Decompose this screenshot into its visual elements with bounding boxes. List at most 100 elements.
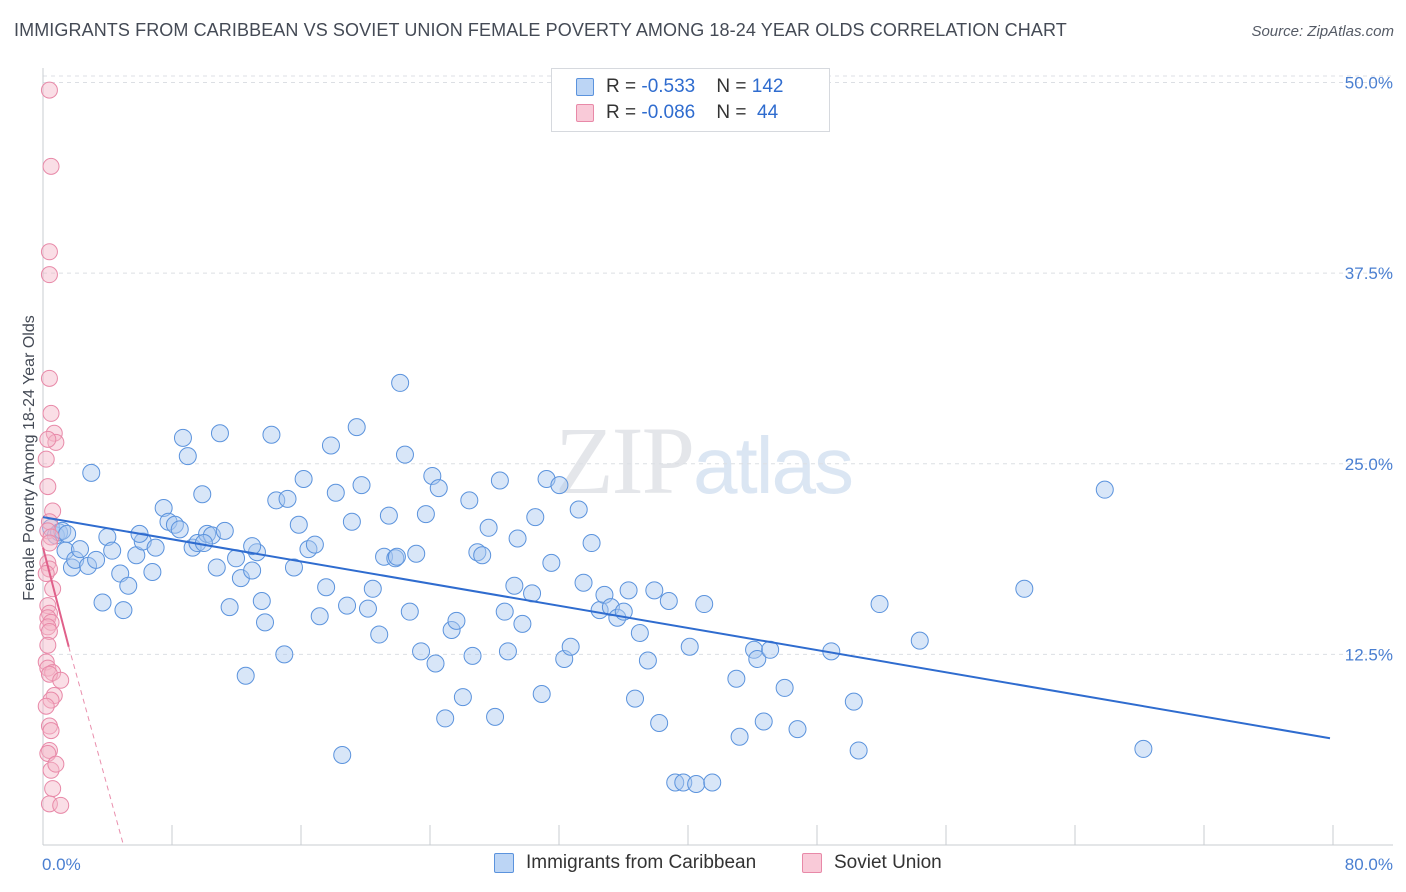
legend-gap bbox=[695, 76, 716, 98]
source-label: Source: ZipAtlas.com bbox=[1251, 23, 1394, 40]
caribbean-point bbox=[680, 637, 699, 656]
legend-r-label: R = bbox=[606, 76, 642, 97]
caribbean-point bbox=[154, 498, 173, 517]
caribbean-point bbox=[379, 506, 398, 525]
soviet-point bbox=[37, 450, 55, 468]
soviet-point bbox=[37, 697, 55, 715]
caribbean-point bbox=[207, 558, 226, 577]
caribbean-point bbox=[275, 645, 294, 664]
caribbean-point bbox=[407, 544, 426, 563]
caribbean-point bbox=[310, 607, 329, 626]
caribbean-point bbox=[498, 642, 517, 661]
caribbean-point bbox=[267, 491, 286, 510]
soviet-point bbox=[47, 755, 65, 773]
soviet-point bbox=[42, 404, 60, 422]
caribbean-point bbox=[479, 518, 498, 537]
caribbean-point bbox=[93, 593, 112, 612]
soviet-point bbox=[52, 796, 70, 814]
caribbean-point bbox=[262, 425, 281, 444]
caribbean-point bbox=[630, 624, 649, 643]
y-tick-label: 50.0% bbox=[1345, 74, 1393, 93]
caribbean-point bbox=[703, 773, 722, 792]
caribbean-point bbox=[426, 654, 445, 673]
legend-r-value: -0.533 bbox=[641, 76, 696, 97]
caribbean-point bbox=[395, 445, 414, 464]
caribbean-point bbox=[119, 576, 138, 595]
caribbean-point bbox=[333, 746, 352, 765]
caribbean-point bbox=[659, 592, 678, 610]
caribbean-point bbox=[363, 579, 382, 598]
caribbean-point bbox=[391, 373, 410, 392]
x-tick-label: 80.0% bbox=[1345, 855, 1393, 874]
caribbean-point bbox=[468, 543, 487, 562]
caribbean-point bbox=[447, 611, 466, 630]
legend-row-soviet: R = -0.086 N = 44 bbox=[576, 100, 778, 126]
y-tick-label: 12.5% bbox=[1345, 645, 1393, 664]
caribbean-point bbox=[1134, 739, 1153, 758]
caribbean-point bbox=[508, 529, 527, 548]
caribbean-point bbox=[730, 727, 749, 746]
caribbean-point bbox=[490, 471, 509, 490]
caribbean-point bbox=[695, 595, 714, 614]
caribbean-point bbox=[387, 547, 406, 566]
caribbean-point bbox=[305, 535, 324, 554]
x-tick-label: 0.0% bbox=[42, 855, 81, 874]
caribbean-point bbox=[338, 596, 357, 615]
legend-swatch-blue bbox=[494, 853, 514, 873]
soviet-point bbox=[40, 623, 58, 640]
caribbean-point bbox=[146, 538, 165, 557]
caribbean-point bbox=[412, 642, 431, 661]
soviet-point bbox=[52, 671, 70, 689]
caribbean-point bbox=[495, 602, 514, 621]
caribbean-point bbox=[252, 592, 271, 610]
caribbean-point bbox=[370, 625, 389, 644]
caribbean-point bbox=[375, 547, 394, 566]
caribbean-point bbox=[143, 563, 162, 582]
caribbean-point bbox=[289, 515, 308, 534]
caribbean-point bbox=[473, 546, 492, 565]
soviet-point bbox=[40, 81, 58, 99]
soviet-trend-line bbox=[42, 547, 70, 648]
caribbean-point bbox=[103, 541, 122, 560]
soviet-point bbox=[39, 659, 57, 677]
soviet-point bbox=[42, 528, 60, 546]
y-tick-label: 37.5% bbox=[1345, 264, 1393, 283]
legend-gap bbox=[695, 102, 716, 124]
caribbean-point bbox=[687, 775, 706, 793]
caribbean-point bbox=[256, 613, 275, 632]
caribbean-point bbox=[215, 521, 234, 540]
caribbean-point bbox=[82, 463, 101, 482]
caribbean-point bbox=[844, 692, 863, 711]
legend-swatch-pink bbox=[576, 104, 594, 122]
soviet-point bbox=[40, 369, 58, 387]
caribbean-point bbox=[526, 508, 545, 527]
caribbean-point bbox=[317, 578, 336, 597]
caribbean-point bbox=[513, 614, 532, 633]
caribbean-trend-line bbox=[42, 516, 1331, 740]
soviet-point bbox=[40, 741, 58, 759]
caribbean-point bbox=[416, 505, 435, 524]
soviet-point bbox=[39, 430, 57, 448]
legend-r-value: -0.086 bbox=[641, 102, 696, 123]
caribbean-point bbox=[284, 558, 303, 577]
caribbean-point bbox=[227, 549, 246, 568]
caribbean-point bbox=[748, 649, 767, 668]
caribbean-point bbox=[299, 540, 318, 559]
caribbean-point bbox=[870, 595, 889, 614]
legend-r-label: R = bbox=[606, 102, 642, 123]
caribbean-point bbox=[87, 550, 106, 569]
legend-swatch-pink bbox=[802, 853, 822, 873]
caribbean-point bbox=[754, 712, 773, 731]
caribbean-point bbox=[358, 599, 377, 618]
caribbean-point bbox=[352, 476, 371, 495]
caribbean-point bbox=[550, 476, 569, 495]
caribbean-point bbox=[243, 537, 262, 556]
caribbean-point bbox=[727, 669, 746, 688]
legend-row-caribbean: R = -0.533 N = 142 bbox=[576, 74, 783, 100]
caribbean-point bbox=[788, 720, 807, 739]
caribbean-point bbox=[178, 447, 197, 466]
caribbean-point bbox=[582, 534, 601, 553]
legend-item-soviet: Soviet Union bbox=[802, 852, 942, 874]
caribbean-point bbox=[638, 651, 657, 670]
